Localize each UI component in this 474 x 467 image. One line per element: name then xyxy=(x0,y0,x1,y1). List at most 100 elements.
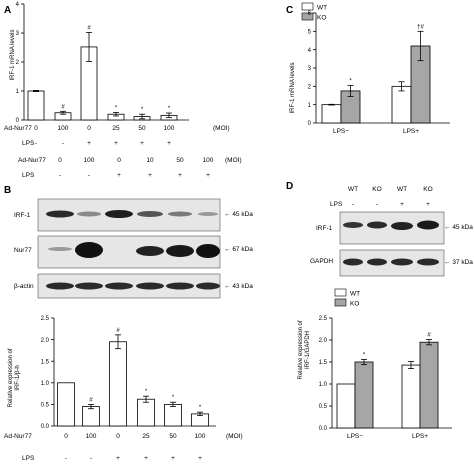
panel-c-legend: WT KO xyxy=(301,2,327,22)
panel-b-row2-label: LPS xyxy=(22,455,35,462)
row-value: + xyxy=(178,172,182,179)
panel-d-top-row1: WT KO WT KO xyxy=(348,186,433,193)
row-value: - xyxy=(376,201,378,208)
panel-b-top-row1: 0 100 0 10 50 100 xyxy=(58,157,214,164)
panel-b-ylabel-line2: IRF-1/β-h xyxy=(15,365,21,390)
y-tick-label: 1 xyxy=(16,89,20,95)
significance-marker: * xyxy=(363,352,366,358)
panel-a-letter: A xyxy=(4,5,11,16)
blot-d-gapdh-label: GAPDH xyxy=(310,258,333,265)
row-value: - xyxy=(352,201,354,208)
bar xyxy=(419,341,439,429)
band xyxy=(77,211,101,217)
significance-marker: * xyxy=(199,405,202,411)
band xyxy=(196,244,220,258)
blot-d-irf1-label: IRF-1 xyxy=(316,225,333,232)
y-tick-label: 0 xyxy=(16,118,20,124)
row-value: + xyxy=(140,140,144,147)
bar xyxy=(391,85,412,124)
row-value: + xyxy=(117,172,121,179)
row-value: - xyxy=(88,172,90,179)
group-label: LPS− xyxy=(333,128,349,135)
legend-label-wt: WT xyxy=(350,291,360,298)
panel-a-row2: - - + + + + xyxy=(35,140,171,147)
band xyxy=(105,282,133,290)
panel-c-chart: 0 1 2 3 4 5 6 * LPS− †# LPS+ xyxy=(308,11,450,135)
legend-label-ko: KO xyxy=(350,301,359,308)
panel-b-row1-unit: (MOI) xyxy=(226,433,243,440)
significance-marker: †# xyxy=(417,24,424,30)
band xyxy=(136,246,164,256)
band xyxy=(198,212,218,216)
y-tick-label: 3 xyxy=(16,31,20,37)
y-tick-label: 6 xyxy=(308,11,312,17)
y-tick-label: 0.5 xyxy=(319,404,328,410)
panel-b-top-row1-label: Ad-Nur77 xyxy=(18,157,46,164)
panel-b-ylabel-line1: Relative expression of xyxy=(8,348,14,407)
panel-d-ylabel-line1: Relative expression of xyxy=(298,320,304,379)
band xyxy=(75,282,103,290)
row-value: + xyxy=(426,201,430,208)
band xyxy=(166,245,194,257)
panel-d-legend: WT KO xyxy=(334,288,360,308)
y-tick-label: 2.0 xyxy=(41,338,50,344)
row-value: 0 xyxy=(116,433,120,440)
blot-b-nur77-label: Nur77 xyxy=(14,247,32,254)
bar xyxy=(401,364,421,429)
significance-marker: * xyxy=(168,106,171,112)
band xyxy=(137,211,163,217)
panel-a-row1-unit: (MOI) xyxy=(213,125,230,132)
row-value: - xyxy=(62,140,64,147)
legend-swatch-ko xyxy=(301,12,314,21)
row-value: + xyxy=(206,172,210,179)
band xyxy=(391,222,413,230)
y-tick-label: 2.0 xyxy=(319,338,328,344)
band xyxy=(417,220,439,230)
panel-b-row2: - - + + + + xyxy=(65,455,202,462)
row-value: KO xyxy=(372,186,381,193)
bar xyxy=(321,104,342,124)
band xyxy=(136,282,164,290)
significance-marker: # xyxy=(116,328,120,334)
panel-a-row2-label: LPS xyxy=(22,140,35,147)
blot-b-actin-bands xyxy=(46,282,220,290)
band xyxy=(343,258,363,266)
row-value: 0 xyxy=(34,125,38,132)
panel-c-ylabel: IRF-1 mRNA levels xyxy=(290,62,296,113)
y-tick-label: 1.5 xyxy=(41,359,50,365)
panel-b-chart: 0.0 0.5 1.0 1.5 2.0 2.5 # # * * * xyxy=(41,316,216,430)
bar xyxy=(109,341,127,427)
band xyxy=(105,210,133,218)
blot-d-gapdh-bands xyxy=(343,258,439,266)
band xyxy=(48,247,72,251)
y-tick-label: 3 xyxy=(308,66,312,72)
blot-b-irf1-bands xyxy=(46,210,218,218)
panel-b-row1-label: Ad-Nur77 xyxy=(4,433,32,440)
panel-a-chart: 0 1 2 3 4 # # * * * xyxy=(16,2,189,124)
row-value: - xyxy=(65,455,67,462)
row-value: 100 xyxy=(203,157,214,164)
row-value: 100 xyxy=(86,433,97,440)
panel-a-ylabel: IRF-1 mRNA levels xyxy=(10,29,16,80)
y-tick-label: 4 xyxy=(16,2,20,8)
blot-b-actin-kda: ← 43 kDa xyxy=(224,283,253,290)
blot-d-irf1-bands xyxy=(343,220,439,230)
row-value: + xyxy=(144,455,148,462)
band xyxy=(367,258,387,266)
row-value: 100 xyxy=(164,125,175,132)
row-value: 50 xyxy=(169,433,177,440)
blot-b-nur77-kda: ← 67 kDa xyxy=(224,246,253,253)
panel-b-row1: 0 100 0 25 50 100 xyxy=(64,433,206,440)
band xyxy=(367,221,387,229)
significance-marker: # xyxy=(427,333,431,339)
panel-b-top-row2-label: LPS xyxy=(22,172,35,179)
significance-marker: # xyxy=(89,397,93,403)
row-value: 10 xyxy=(146,157,154,164)
y-tick-label: 0.5 xyxy=(41,403,50,409)
blot-d-irf1-kda: ← 45 kDa xyxy=(444,224,473,231)
y-tick-label: 0.0 xyxy=(319,426,328,432)
row-value: + xyxy=(116,455,120,462)
panel-d-top-row2-label: LPS xyxy=(330,201,343,208)
band xyxy=(391,258,413,266)
y-tick-label: 1.0 xyxy=(319,382,328,388)
